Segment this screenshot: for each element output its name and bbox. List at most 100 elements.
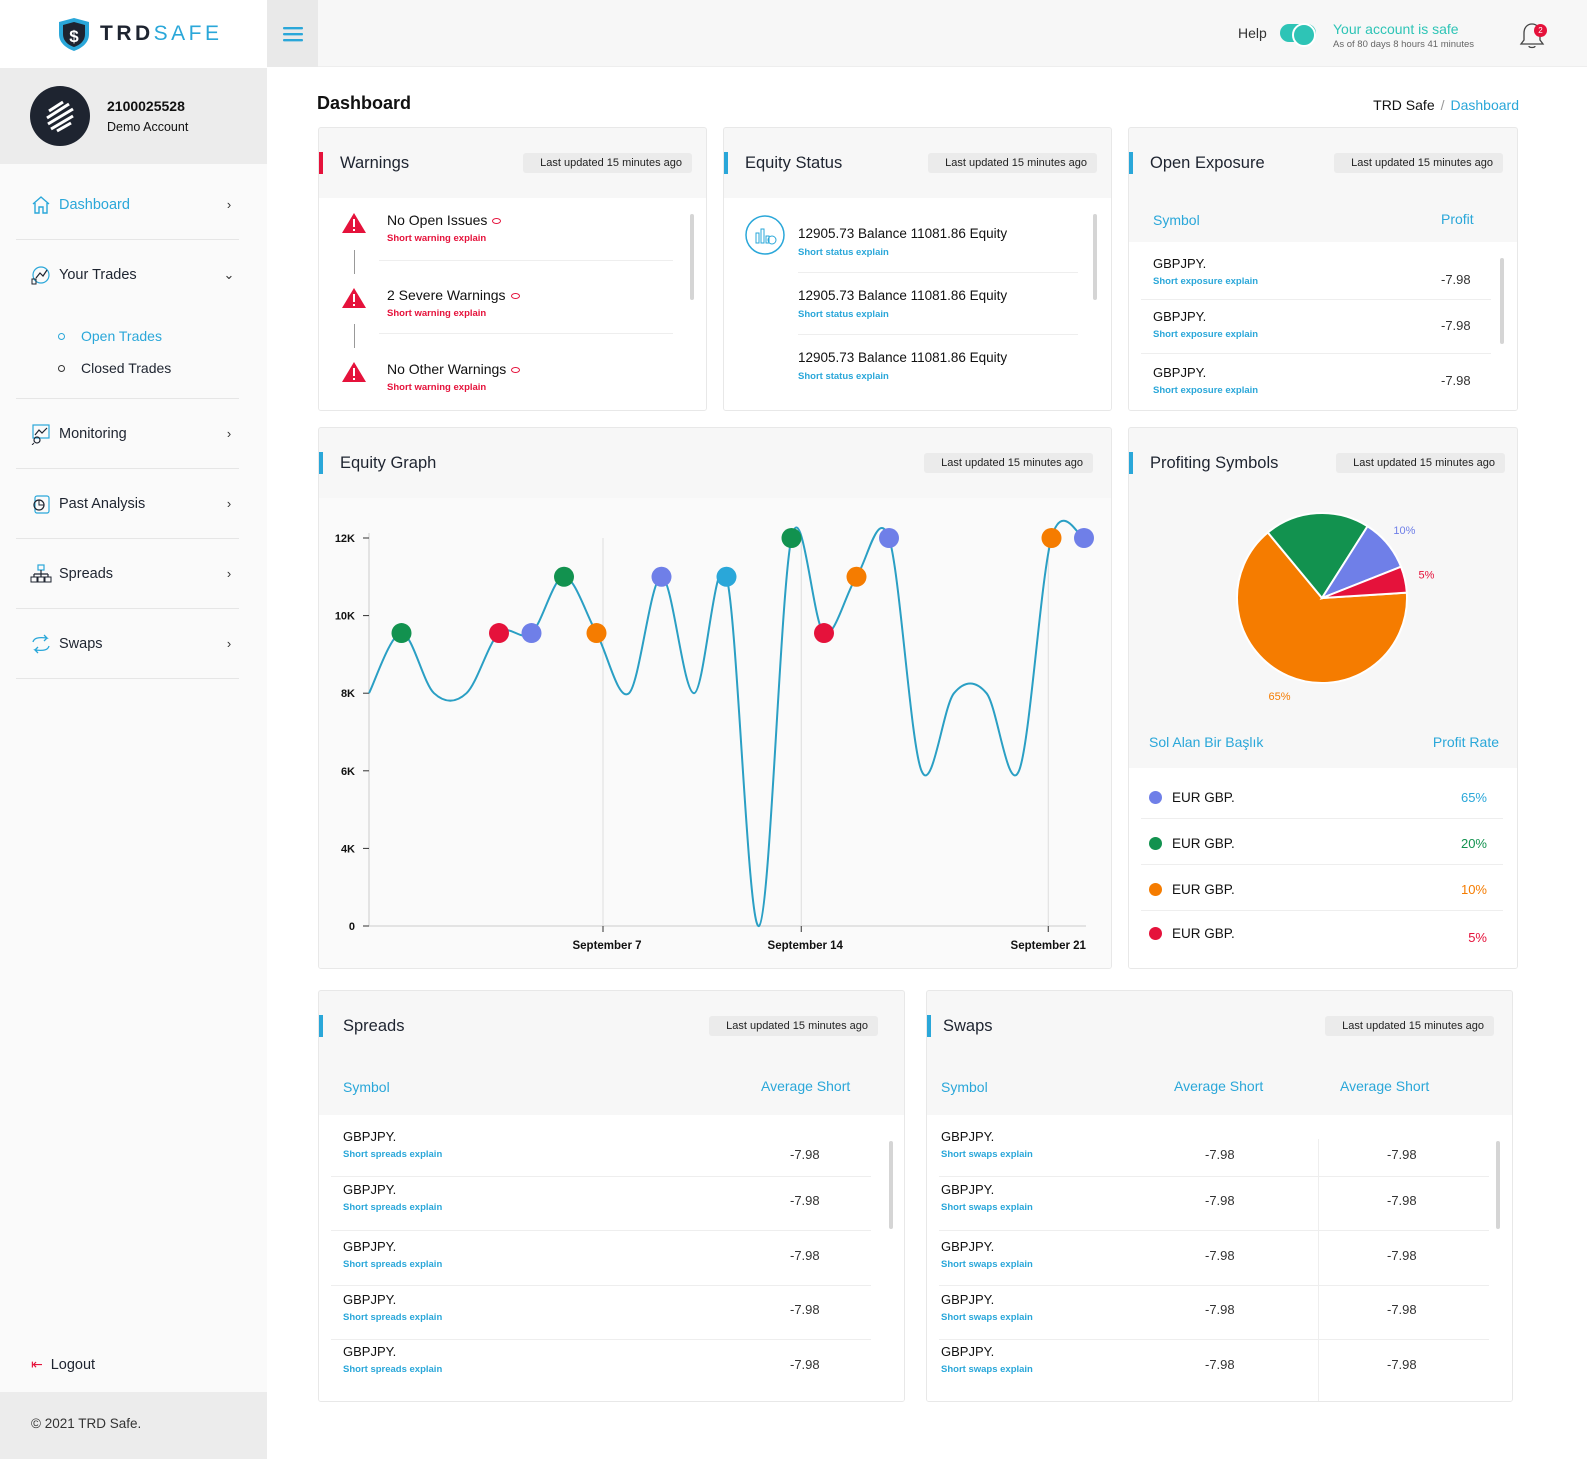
card-title: Warnings <box>340 153 410 172</box>
table-row[interactable]: GBPJPY. Short spreads explain <box>343 1292 443 1323</box>
equity-line-chart: 0 4K 6K 8K 10K 12K September 7 September 14 Sept… <box>335 519 1094 952</box>
table-row[interactable]: GBPJPY. Short swaps explain <box>941 1129 1033 1160</box>
sidebar-item-dashboard[interactable]: Dashboard › <box>16 170 239 240</box>
notification-count-badge: 2 <box>1534 24 1547 37</box>
scrollbar[interactable] <box>1093 214 1097 300</box>
average-short-value: -7.98 <box>1205 1248 1235 1263</box>
sidebar-item-label: Dashboard <box>59 196 130 213</box>
average-short-value: -7.98 <box>790 1248 820 1263</box>
spreads-card: Spreads Last updated 15 minutes ago Symb… <box>318 990 905 1402</box>
chevron-down-icon: ⌄ <box>223 267 235 282</box>
help-toggle[interactable] <box>1280 23 1316 47</box>
equity-point-marker <box>521 623 542 644</box>
last-updated-badge: Last updated 15 minutes ago <box>928 153 1097 173</box>
equity-status-item[interactable]: 12905.73 Balance 11081.86 Equity Short st… <box>798 226 1008 258</box>
table-row[interactable]: GBPJPY. Short swaps explain <box>941 1292 1033 1323</box>
sidebar-item-label: Your Trades <box>59 267 137 283</box>
eye-icon <box>510 293 520 300</box>
breadcrumb-separator: / <box>1440 97 1445 113</box>
equity-point-marker <box>489 623 509 644</box>
equity-point-marker <box>554 566 574 587</box>
warning-item[interactable]: 2 Severe Warnings Short warning explain <box>341 287 520 319</box>
warning-triangle-icon <box>342 288 366 308</box>
list-item[interactable]: EUR GBP. 10% <box>1149 866 1487 912</box>
scrollbar[interactable] <box>1500 258 1504 344</box>
scrollbar[interactable] <box>889 1141 893 1229</box>
equity-status-item[interactable]: 12905.73 Balance 11081.86 Equity Short st… <box>798 350 1008 382</box>
warning-item[interactable]: No Other Warnings Short warning explain <box>341 361 521 393</box>
scrollbar[interactable] <box>1496 1141 1500 1229</box>
main-content: Dashboard TRD Safe / Dashboard Warnings La… <box>267 67 1587 1459</box>
avatar[interactable] <box>30 86 90 146</box>
brand-logo[interactable]: $ TRDSAFE <box>0 0 267 68</box>
sidebar-item-open-trades[interactable]: Open Trades <box>16 320 239 352</box>
average-short-value: -7.98 <box>1205 1193 1235 1208</box>
card-title: Equity Status <box>745 153 843 172</box>
equity-point-marker <box>1074 528 1094 548</box>
breadcrumb-root[interactable]: TRD Safe <box>1373 97 1435 113</box>
list-item[interactable]: EUR GBP. 5% <box>1149 910 1487 956</box>
column-header-average-short[interactable]: Average Short <box>1174 1078 1264 1094</box>
table-row[interactable]: GBPJPY. Short spreads explain <box>343 1129 443 1160</box>
table-row[interactable]: GBPJPY. Short exposure explain <box>1153 365 1259 396</box>
table-row[interactable]: GBPJPY. Short spreads explain <box>343 1182 443 1213</box>
table-row[interactable]: GBPJPY. Short swaps explain <box>941 1239 1033 1270</box>
sidebar-item-monitoring[interactable]: Monitoring › <box>16 399 239 469</box>
sidebar-item-swaps[interactable]: Swaps › <box>16 609 239 679</box>
column-header-symbol[interactable]: Symbol <box>1153 212 1200 228</box>
equity-point-marker <box>879 528 899 548</box>
color-dot <box>1149 790 1162 804</box>
column-header-symbol[interactable]: Symbol <box>941 1079 988 1095</box>
sidebar-item-past-analysis[interactable]: Past Analysis › <box>16 469 239 539</box>
menu-toggle-button[interactable] <box>267 0 318 67</box>
sidebar-item-spreads[interactable]: Spreads › <box>16 539 239 609</box>
eye-icon <box>511 367 521 374</box>
column-header-profit[interactable]: Profit <box>1441 211 1474 227</box>
list-item[interactable]: EUR GBP. 20% <box>1149 820 1487 866</box>
column-header-symbol[interactable]: Symbol <box>343 1079 390 1095</box>
chevron-right-icon: › <box>226 496 232 511</box>
account-logo-icon <box>46 100 74 133</box>
sidebar-item-label: Spreads <box>59 565 114 582</box>
pie-slice <box>1266 512 1369 600</box>
sidebar-item-closed-trades[interactable]: Closed Trades <box>16 352 239 384</box>
profit-value: -7.98 <box>1441 318 1471 333</box>
trades-icon <box>30 264 52 286</box>
column-header-average-short[interactable]: Average Short <box>761 1078 851 1094</box>
sidebar-item-your-trades[interactable]: Your Trades ⌄ <box>16 240 239 310</box>
table-row[interactable]: GBPJPY. Short spreads explain <box>343 1344 443 1375</box>
card-title: Open Exposure <box>1150 153 1265 172</box>
y-tick-label: 10K <box>335 611 355 623</box>
sidebar-item-label: Swaps <box>59 635 103 652</box>
list-item[interactable]: EUR GBP. 65% <box>1149 774 1487 820</box>
equity-status-card: Equity Status Last updated 15 minutes ag… <box>723 127 1112 411</box>
equity-point-marker <box>716 566 737 587</box>
pie-slice <box>1321 565 1408 599</box>
sidebar-nav: Dashboard › Your Trades ⌄ Open Trades Cl… <box>16 170 239 679</box>
column-header-left[interactable]: Sol Alan Bir Başlık <box>1149 734 1264 750</box>
scrollbar[interactable] <box>690 214 694 300</box>
last-updated-badge: Last updated 15 minutes ago <box>924 453 1093 473</box>
home-icon <box>30 194 52 216</box>
table-row[interactable]: GBPJPY. Short swaps explain <box>941 1182 1033 1213</box>
table-row[interactable]: GBPJPY. Short exposure explain <box>1153 256 1259 287</box>
equity-point-marker <box>651 566 672 587</box>
logout-button[interactable]: ⇤ Logout <box>31 1356 96 1373</box>
hamburger-icon <box>282 26 303 41</box>
table-row[interactable]: GBPJPY. Short swaps explain <box>941 1344 1033 1375</box>
last-updated-badge: Last updated 15 minutes ago <box>1325 1016 1494 1036</box>
pie-slice-label: 65% <box>1268 691 1290 703</box>
equity-point-marker <box>781 528 802 548</box>
sidebar-item-label: Past Analysis <box>59 495 146 512</box>
x-tick-label: September 7 <box>572 940 641 952</box>
table-row[interactable]: GBPJPY. Short exposure explain <box>1153 309 1259 340</box>
column-header-profit-rate[interactable]: Profit Rate <box>1432 734 1499 750</box>
breadcrumb-current[interactable]: Dashboard <box>1450 97 1520 113</box>
warning-item[interactable]: No Open Issues Short warning explain <box>341 212 502 244</box>
table-row[interactable]: GBPJPY. Short spreads explain <box>343 1239 443 1270</box>
safe-subtitle: As of 80 days 8 hours 41 minutes <box>1333 39 1474 50</box>
notifications-button[interactable]: 2 <box>1519 20 1547 50</box>
equity-status-item[interactable]: 12905.73 Balance 11081.86 Equity Short st… <box>798 288 1008 320</box>
eye-icon <box>492 218 502 225</box>
column-header-average-short[interactable]: Average Short <box>1340 1078 1430 1094</box>
